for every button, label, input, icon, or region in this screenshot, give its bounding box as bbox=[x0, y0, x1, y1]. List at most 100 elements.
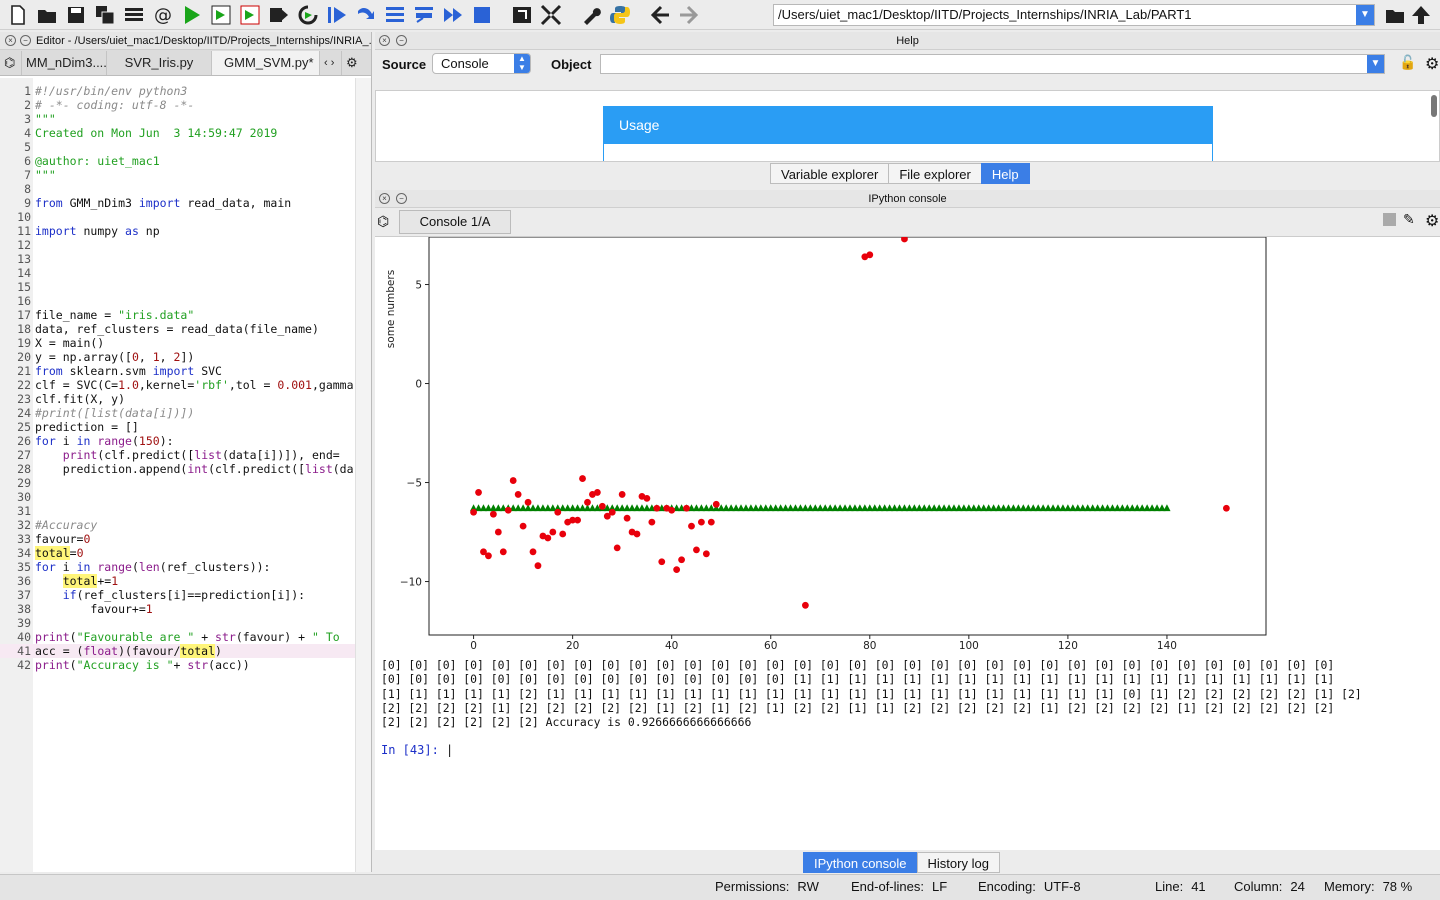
code-line[interactable]: 23 clf.fit(X, y) bbox=[0, 392, 355, 406]
code-line[interactable]: 24 #print([list(data[i])]) bbox=[0, 406, 355, 420]
forward-arrow-icon[interactable] bbox=[678, 4, 700, 26]
code-line[interactable]: 37 if(ref_clusters[i]==prediction[i]): bbox=[0, 588, 355, 602]
console-output[interactable]: 0 20 40 60 80 100 120 140 5 0 −5 −10 some numbers [0… bbox=[375, 236, 1440, 850]
code-line[interactable]: 13 bbox=[0, 252, 355, 266]
code-line[interactable]: 16 bbox=[0, 294, 355, 308]
browse-tabs-icon[interactable]: ⌬ bbox=[0, 51, 22, 75]
code-line[interactable]: 7 """ bbox=[0, 168, 355, 182]
code-line[interactable]: 27 print(clf.predict([list(data[i])]), e… bbox=[0, 448, 355, 462]
save-all-icon[interactable] bbox=[94, 4, 116, 26]
code-line[interactable]: 40 print("Favourable are " + str(favour) … bbox=[0, 630, 355, 644]
stop-icon[interactable] bbox=[471, 4, 493, 26]
gear-icon[interactable]: ⚙ bbox=[346, 55, 358, 70]
step-icon[interactable] bbox=[355, 4, 377, 26]
lock-icon[interactable]: 🔓 bbox=[1399, 54, 1417, 70]
undock-pane-icon[interactable]: − bbox=[396, 193, 407, 204]
browse-folder-icon[interactable] bbox=[1384, 4, 1406, 26]
new-file-icon[interactable] bbox=[7, 4, 29, 26]
code-line[interactable]: 4 Created on Mon Jun 3 14:59:47 2019 bbox=[0, 126, 355, 140]
working-directory-combobox[interactable]: /Users/uiet_mac1/Desktop/IITD/Projects_I… bbox=[773, 4, 1375, 26]
tab-svr-iris[interactable]: SVR_Iris.py bbox=[107, 51, 212, 75]
debug-icon[interactable] bbox=[326, 4, 348, 26]
tab-gmm-svm[interactable]: GMM_SVM.py* bbox=[212, 51, 320, 75]
code-line[interactable]: 38 favour+=1 bbox=[0, 602, 355, 616]
source-select[interactable]: Console ▲ ▼ bbox=[432, 53, 531, 74]
run-icon[interactable] bbox=[181, 4, 203, 26]
tab-ipython-console[interactable]: IPython console bbox=[803, 852, 918, 873]
parent-directory-icon[interactable] bbox=[1410, 4, 1432, 26]
code-line[interactable]: 2 # -*- coding: utf-8 -*- bbox=[0, 98, 355, 112]
maximize-pane-icon[interactable] bbox=[511, 4, 533, 26]
code-line[interactable]: 35 for i in range(len(ref_clusters)): bbox=[0, 560, 355, 574]
code-line[interactable]: 33 favour=0 bbox=[0, 532, 355, 546]
tab-console-1a[interactable]: Console 1/A bbox=[399, 210, 511, 234]
back-arrow-icon[interactable] bbox=[649, 4, 671, 26]
code-line[interactable]: 31 bbox=[0, 504, 355, 518]
code-line[interactable]: 42 print("Accuracy is "+ str(acc)) bbox=[0, 658, 355, 672]
code-line[interactable]: 32 #Accuracy bbox=[0, 518, 355, 532]
fullscreen-icon[interactable] bbox=[540, 4, 562, 26]
code-line[interactable]: 41 acc = (float)(favour/total) bbox=[0, 644, 355, 658]
code-line[interactable]: 30 bbox=[0, 490, 355, 504]
at-sign-icon[interactable]: @ bbox=[152, 4, 174, 26]
run-selection-icon[interactable] bbox=[268, 4, 290, 26]
code-line[interactable]: 34 total=0 bbox=[0, 546, 355, 560]
run-cell-icon[interactable] bbox=[210, 4, 232, 26]
close-pane-icon[interactable]: × bbox=[379, 35, 390, 46]
editor-scrollbar[interactable] bbox=[355, 78, 371, 872]
step-return-icon[interactable] bbox=[413, 4, 435, 26]
gear-icon[interactable]: ⚙ bbox=[1425, 213, 1440, 230]
code-line[interactable]: 18 data, ref_clusters = read_data(file_na… bbox=[0, 322, 355, 336]
object-input[interactable]: ▼ bbox=[600, 54, 1385, 74]
code-line[interactable]: 28 prediction.append(int(clf.predict([li… bbox=[0, 462, 355, 476]
browse-tabs-icon[interactable]: ⌬ bbox=[377, 213, 390, 229]
rerun-icon[interactable] bbox=[297, 4, 319, 26]
code-line[interactable]: 19 X = main() bbox=[0, 336, 355, 350]
continue-icon[interactable] bbox=[442, 4, 464, 26]
code-line[interactable]: 36 total+=1 bbox=[0, 574, 355, 588]
code-line[interactable]: 14 bbox=[0, 266, 355, 280]
stop-kernel-icon[interactable] bbox=[1383, 213, 1396, 226]
code-line[interactable]: 11 import numpy as np bbox=[0, 224, 355, 238]
console-prompt[interactable]: In [43]: | bbox=[381, 743, 454, 757]
undock-pane-icon[interactable]: − bbox=[20, 35, 31, 46]
code-line[interactable]: 6 @author: uiet_mac1 bbox=[0, 154, 355, 168]
code-line[interactable]: 8 bbox=[0, 182, 355, 196]
code-line[interactable]: 21 from sklearn.svm import SVC bbox=[0, 364, 355, 378]
code-line[interactable]: 12 bbox=[0, 238, 355, 252]
code-editor[interactable]: 1 #!/usr/bin/env python3 2 # -*- coding: ut… bbox=[0, 78, 371, 872]
save-icon[interactable] bbox=[65, 4, 87, 26]
tab-file-explorer[interactable]: File explorer bbox=[888, 163, 982, 184]
close-pane-icon[interactable]: × bbox=[5, 35, 16, 46]
tab-history-log[interactable]: History log bbox=[916, 852, 1000, 873]
tab-scroll-arrows[interactable]: ‹ › bbox=[320, 51, 342, 75]
code-line[interactable]: 15 bbox=[0, 280, 355, 294]
help-scrollbar[interactable] bbox=[1431, 95, 1437, 117]
wrench-icon[interactable] bbox=[580, 4, 602, 26]
open-folder-icon[interactable] bbox=[36, 4, 58, 26]
code-line[interactable]: 17 file_name = "iris.data" bbox=[0, 308, 355, 322]
chevron-down-icon[interactable]: ▼ bbox=[1367, 55, 1384, 73]
chevron-down-icon[interactable]: ▼ bbox=[1356, 5, 1374, 25]
tab-help[interactable]: Help bbox=[980, 163, 1030, 184]
code-line[interactable]: 25 prediction = [] bbox=[0, 420, 355, 434]
code-line[interactable]: 10 bbox=[0, 210, 355, 224]
undock-pane-icon[interactable]: − bbox=[396, 35, 407, 46]
run-cell-advance-icon[interactable] bbox=[239, 4, 261, 26]
gear-icon[interactable]: ⚙ bbox=[1425, 56, 1440, 73]
list-icon[interactable] bbox=[123, 4, 145, 26]
python-icon[interactable] bbox=[609, 4, 631, 26]
code-line[interactable]: 20 y = np.array([0, 1, 2]) bbox=[0, 350, 355, 364]
code-line[interactable]: 3 """ bbox=[0, 112, 355, 126]
step-into-icon[interactable] bbox=[384, 4, 406, 26]
code-line[interactable]: 9 from GMM_nDim3 import read_data, main bbox=[0, 196, 355, 210]
tab-gmm-ndim3[interactable]: MM_nDim3.... bbox=[22, 51, 107, 75]
eraser-icon[interactable]: ✎ bbox=[1403, 211, 1415, 227]
code-line[interactable]: 1 #!/usr/bin/env python3 bbox=[0, 84, 355, 98]
close-pane-icon[interactable]: × bbox=[379, 193, 390, 204]
tab-variable-explorer[interactable]: Variable explorer bbox=[770, 163, 890, 184]
code-line[interactable]: 29 bbox=[0, 476, 355, 490]
code-line[interactable]: 5 bbox=[0, 140, 355, 154]
code-line[interactable]: 26 for i in range(150): bbox=[0, 434, 355, 448]
code-line[interactable]: 22 clf = SVC(C=1.0,kernel='rbf',tol = 0.0… bbox=[0, 378, 355, 392]
